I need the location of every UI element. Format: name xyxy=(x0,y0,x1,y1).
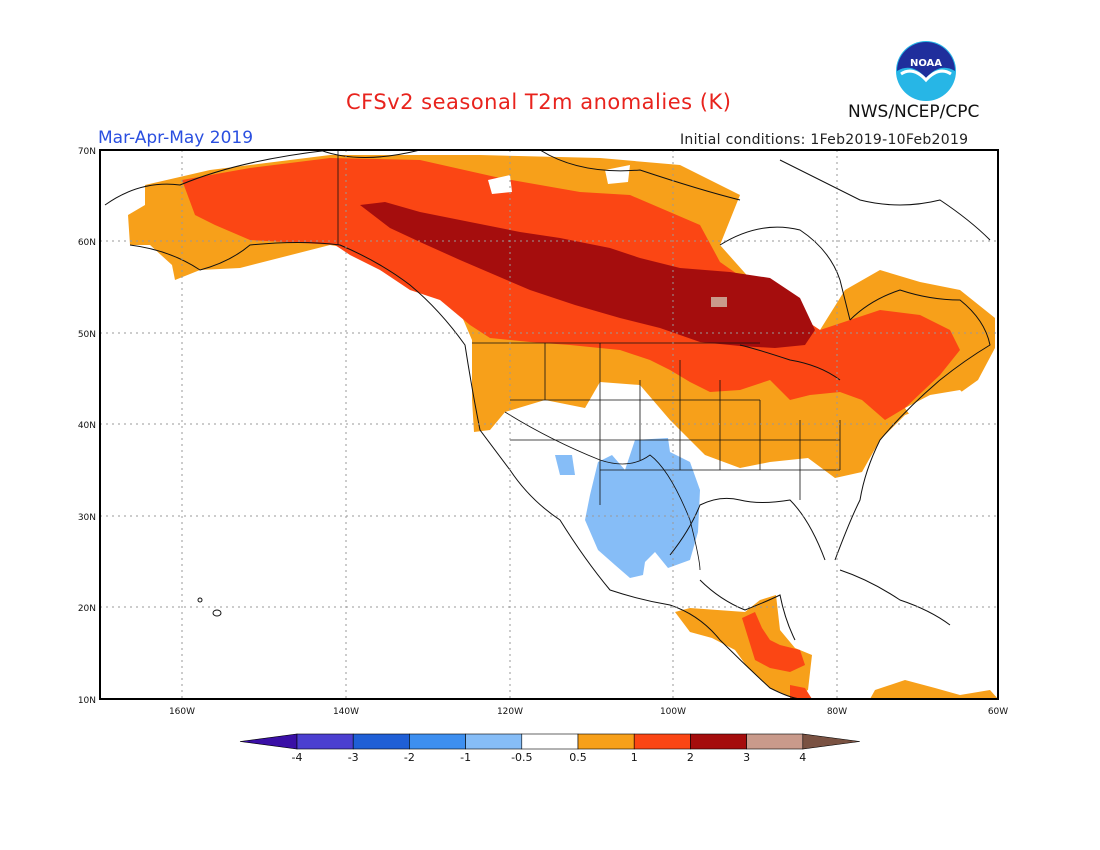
colorbar-tick-label: -3 xyxy=(348,751,359,764)
lat-label: 60N xyxy=(78,238,96,248)
lat-label: 50N xyxy=(78,330,96,340)
lon-label: 160W xyxy=(169,707,195,717)
lat-label: 40N xyxy=(78,421,96,431)
colorbar-segment xyxy=(409,733,466,750)
lat-lon-grid xyxy=(100,150,998,699)
colorbar-ticks: -4 -3 -2 -1 -0.5 0.5 1 2 3 4 xyxy=(292,751,807,764)
colorbar-segment xyxy=(690,733,747,750)
lat-label: 30N xyxy=(78,513,96,523)
lon-label: 80W xyxy=(827,707,847,717)
lat-label: 20N xyxy=(78,604,96,614)
colorbar-tick-label: -4 xyxy=(292,751,303,764)
colorbar-tick-label: 2 xyxy=(687,751,694,764)
colorbar-tick-label: 1 xyxy=(631,751,638,764)
colorbar-tick-label: -1 xyxy=(460,751,471,764)
noaa-logo-icon: NOAA xyxy=(896,41,956,101)
anomaly-3-4-cell xyxy=(711,297,727,307)
lon-label: 120W xyxy=(497,707,523,717)
political-boundaries xyxy=(337,150,841,571)
colorbar-high-end xyxy=(802,733,860,750)
colorbar-segment xyxy=(633,733,691,750)
colorbar-tick-label: 3 xyxy=(743,751,750,764)
colorbar-tick-label: -0.5 xyxy=(511,751,532,764)
colorbar-segment xyxy=(352,733,410,750)
colorbar-segment xyxy=(465,733,523,750)
lat-label: 70N xyxy=(78,147,96,157)
colorbar-segment xyxy=(577,733,635,750)
initial-conditions: Initial conditions: 1Feb2019-10Feb2019 xyxy=(680,132,969,148)
anomaly-2-3-region xyxy=(360,202,815,348)
lon-label: 100W xyxy=(660,707,686,717)
map-title: CFSv2 seasonal T2m anomalies (K) xyxy=(346,90,732,114)
colorbar-low-end xyxy=(239,733,298,750)
anomaly-neg1-neg0.5-region xyxy=(555,438,700,578)
lon-label: 140W xyxy=(333,707,359,717)
colorbar-tick-label: 0.5 xyxy=(569,751,587,764)
lat-label: 10N xyxy=(78,696,96,706)
agency-label: NWS/NCEP/CPC xyxy=(848,102,980,122)
colorbar-segment xyxy=(296,733,354,750)
forecast-period: Mar-Apr-May 2019 xyxy=(98,128,254,148)
map-frame xyxy=(99,149,999,700)
no-anomaly-cutouts xyxy=(488,165,970,430)
logo-text: NOAA xyxy=(910,58,942,69)
colorbar-segment xyxy=(521,733,579,750)
anomaly-map: 70N 60N 50N 40N 30N 20N 10N 160W 140W 12… xyxy=(78,147,1008,717)
colorbar-segments xyxy=(239,733,860,750)
colorbar-tick-label: 4 xyxy=(799,751,806,764)
colorbar-tick-label: -2 xyxy=(404,751,415,764)
colorbar-segment xyxy=(746,733,804,750)
lon-label: 60W xyxy=(988,707,1008,717)
coastlines xyxy=(104,150,991,699)
